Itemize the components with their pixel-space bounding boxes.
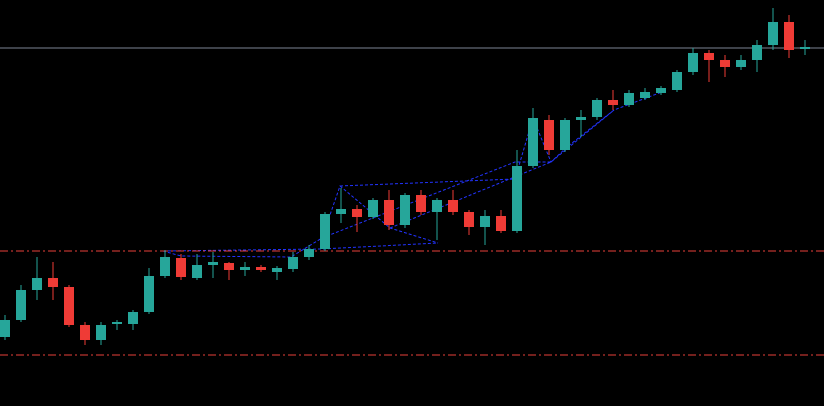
candle-body (592, 100, 602, 117)
pattern-line (162, 242, 439, 252)
candle-body (736, 60, 746, 67)
candle-body (224, 263, 234, 270)
candle-body (400, 195, 410, 225)
candle-body (688, 53, 698, 72)
candle-body (144, 276, 154, 312)
candle-body (464, 212, 474, 227)
candle-body (192, 265, 202, 278)
candle-body (496, 216, 506, 231)
candle-body (112, 322, 122, 324)
candle-body (560, 120, 570, 150)
candle-body (384, 200, 394, 225)
candle-body (544, 120, 554, 150)
candle-body (272, 268, 282, 272)
candle-body (160, 257, 170, 276)
candle-body (752, 45, 762, 60)
candle-body (448, 200, 458, 212)
candle-body (16, 290, 26, 320)
candle-body (304, 249, 314, 257)
candle-body (128, 312, 138, 324)
candle-body (656, 88, 666, 93)
candle-body (96, 325, 106, 340)
candle-body (320, 214, 330, 249)
candle-body (176, 258, 186, 277)
candle-body (0, 320, 10, 337)
candle-body (784, 22, 794, 50)
candle-body (624, 93, 634, 105)
candle-body (208, 262, 218, 265)
candle-body (336, 209, 346, 214)
candle-body (416, 195, 426, 212)
candle-body (512, 166, 522, 231)
candle-body (80, 325, 90, 340)
candle-body (480, 216, 490, 227)
candle-body (256, 267, 266, 270)
candle-body (432, 200, 442, 212)
candle-body (800, 47, 810, 49)
candle-body (608, 100, 618, 105)
candle-body (528, 118, 538, 166)
candle-body (368, 200, 378, 217)
candle-body (768, 22, 778, 45)
candle-body (64, 287, 74, 325)
candle-body (704, 53, 714, 60)
candle-body (576, 117, 586, 120)
candle-body (240, 267, 250, 270)
candles (0, 8, 810, 345)
candle-body (48, 278, 58, 287)
candle-body (32, 278, 42, 290)
candle-body (288, 257, 298, 269)
candle-body (640, 92, 650, 98)
candle-body (672, 72, 682, 90)
candle-body (720, 60, 730, 67)
candle-body (352, 209, 362, 217)
pattern-line (321, 161, 551, 239)
